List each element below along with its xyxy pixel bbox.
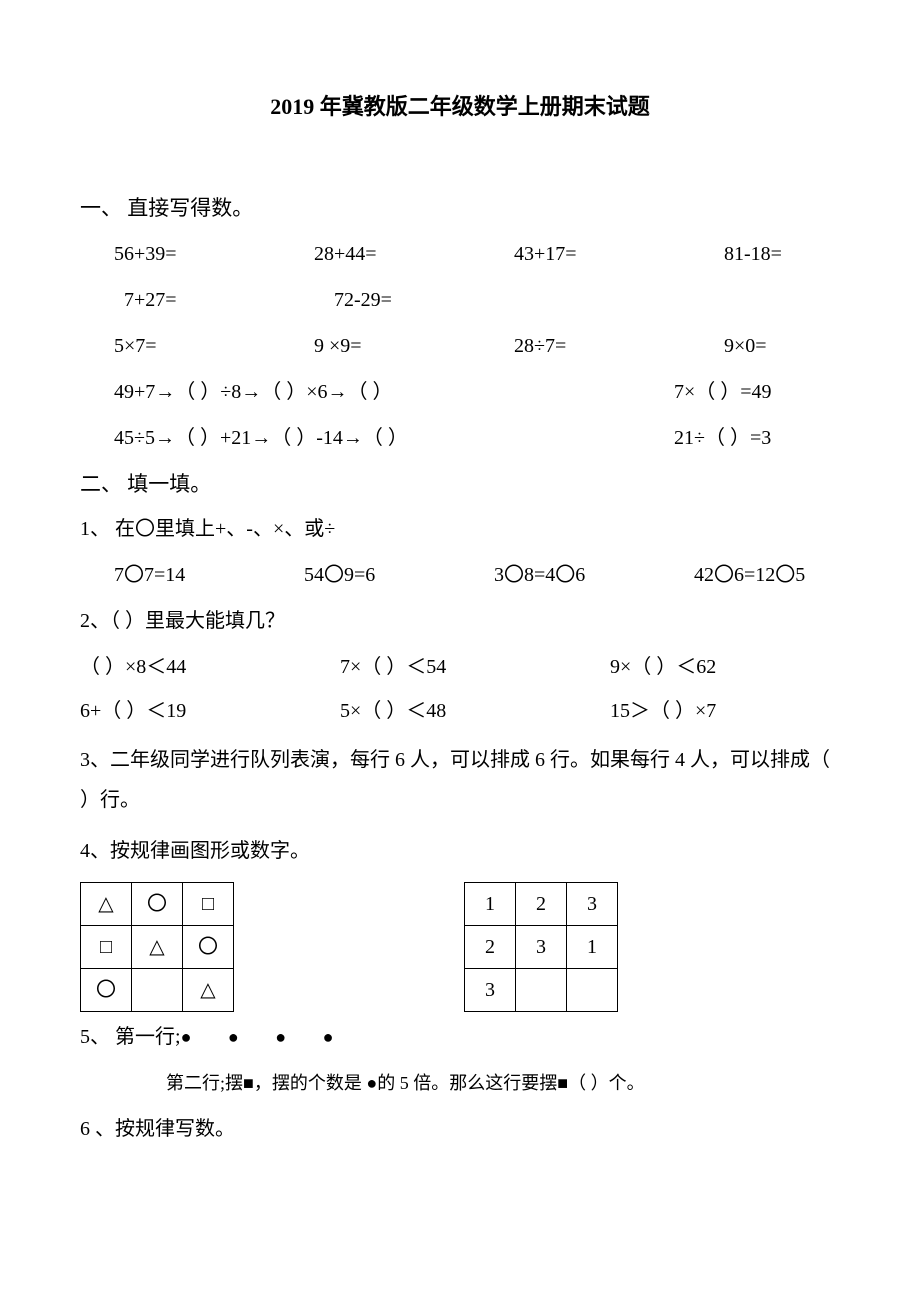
table-cell: △ — [81, 883, 132, 926]
table-cell: △ — [132, 926, 183, 969]
s2-q1-a: 7〇7=14 — [114, 560, 304, 590]
s1-r3-b: 9 ×9= — [314, 331, 514, 361]
s2-q2-row1: （ ）×8＜44 7×（ ）＜54 9×（ ）＜62 — [80, 652, 840, 682]
s2-q5-line2: 第二行;摆■，摆的个数是 ●的 5 倍。那么这行要摆■（ ）个。 — [80, 1068, 840, 1098]
s1-r1-c: 43+17= — [514, 239, 724, 269]
s1-r3-d: 9×0= — [724, 331, 874, 361]
table-cell — [132, 969, 183, 1012]
s1-r5-a: 45÷5→（ ）+21→（ ）-14→（ ） — [114, 423, 674, 453]
s2-q2-row2: 6+（ ）＜19 5×（ ）＜48 15＞（ ）×7 — [80, 696, 840, 726]
s2-q1-row: 7〇7=14 54〇9=6 3〇8=4〇6 42〇6=12〇5 — [80, 560, 840, 590]
s1-row3: 5×7= 9 ×9= 28÷7= 9×0= — [80, 331, 840, 361]
s1-r2-a: 7+27= — [114, 285, 334, 315]
table-cell: 3 — [465, 969, 516, 1012]
s1-r5-b: 21÷（ ）=3 — [674, 423, 771, 453]
s2-q4-tables: △ 〇 □ □ △ 〇 〇 △ 1 2 3 2 3 — [80, 882, 840, 1012]
s2-q2-r2a: 6+（ ）＜19 — [80, 696, 340, 726]
table-cell: 〇 — [183, 926, 234, 969]
s2-q1-b: 54〇9=6 — [304, 560, 494, 590]
table-cell: 3 — [516, 926, 567, 969]
s1-row5: 45÷5→（ ）+21→（ ）-14→（ ） 21÷（ ）=3 — [80, 423, 840, 453]
s1-r2-b: 72-29= — [334, 285, 392, 315]
s1-r1-a: 56+39= — [114, 239, 314, 269]
table-cell: 〇 — [132, 883, 183, 926]
dot-icons: ● ● ● ● — [181, 1027, 350, 1047]
s1-row2: 7+27= 72-29= — [80, 285, 840, 315]
s2-q2-r2b: 5×（ ）＜48 — [340, 696, 610, 726]
s2-q2-r1a: （ ）×8＜44 — [80, 652, 340, 682]
page-title: 2019 年冀教版二年级数学上册期末试题 — [80, 90, 840, 123]
table-cell: □ — [183, 883, 234, 926]
s2-q4-head: 4、按规律画图形或数字。 — [80, 836, 840, 866]
s1-r3-a: 5×7= — [114, 331, 314, 361]
s1-r1-d: 81-18= — [724, 239, 874, 269]
page: 2019 年冀教版二年级数学上册期末试题 一、 直接写得数。 56+39= 28… — [0, 0, 920, 1302]
s1-row1: 56+39= 28+44= 43+17= 81-18= — [80, 239, 840, 269]
table-cell: 〇 — [81, 969, 132, 1012]
table-cell: 1 — [465, 883, 516, 926]
s2-q1-c: 3〇8=4〇6 — [494, 560, 694, 590]
s2-q2-r1b: 7×（ ）＜54 — [340, 652, 610, 682]
s2-q4-left-table: △ 〇 □ □ △ 〇 〇 △ — [80, 882, 234, 1012]
s2-q2-r2c: 15＞（ ）×7 — [610, 696, 716, 726]
table-cell: 1 — [567, 926, 618, 969]
table-cell: △ — [183, 969, 234, 1012]
s2-q6: 6 、按规律写数。 — [80, 1114, 840, 1144]
s2-q5-line1: 5、 第一行;● ● ● ● — [80, 1022, 840, 1052]
s1-r4-a: 49+7→（ ）÷8→（ ）×6→（ ） — [114, 377, 674, 407]
table-cell — [567, 969, 618, 1012]
s2-q2-r1c: 9×（ ）＜62 — [610, 652, 716, 682]
s2-q4-right-table: 1 2 3 2 3 1 3 — [464, 882, 618, 1012]
s1-r1-b: 28+44= — [314, 239, 514, 269]
table-cell: 2 — [516, 883, 567, 926]
s2-q1-d: 42〇6=12〇5 — [694, 560, 805, 590]
table-cell — [516, 969, 567, 1012]
s1-row4: 49+7→（ ）÷8→（ ）×6→（ ） 7×（ ）=49 — [80, 377, 840, 407]
section-1-head: 一、 直接写得数。 — [80, 193, 840, 225]
s2-q5-line2-text: 第二行;摆■，摆的个数是 ●的 5 倍。那么这行要摆■（ ）个。 — [166, 1073, 645, 1093]
table-cell: 2 — [465, 926, 516, 969]
s1-r3-c: 28÷7= — [514, 331, 724, 361]
section-2-head: 二、 填一填。 — [80, 469, 840, 501]
s1-r4-b: 7×（ ）=49 — [674, 377, 772, 407]
s2-q5-line1a: 5、 第一行; — [80, 1026, 181, 1048]
table-cell: □ — [81, 926, 132, 969]
s2-q3: 3、二年级同学进行队列表演，每行 6 人，可以排成 6 行。如果每行 4 人，可… — [80, 740, 840, 820]
s2-q2-head: 2、（ ）里最大能填几？ — [80, 606, 840, 636]
s2-q1-head: 1、 在〇里填上+、-、×、或÷ — [80, 514, 840, 544]
table-cell: 3 — [567, 883, 618, 926]
